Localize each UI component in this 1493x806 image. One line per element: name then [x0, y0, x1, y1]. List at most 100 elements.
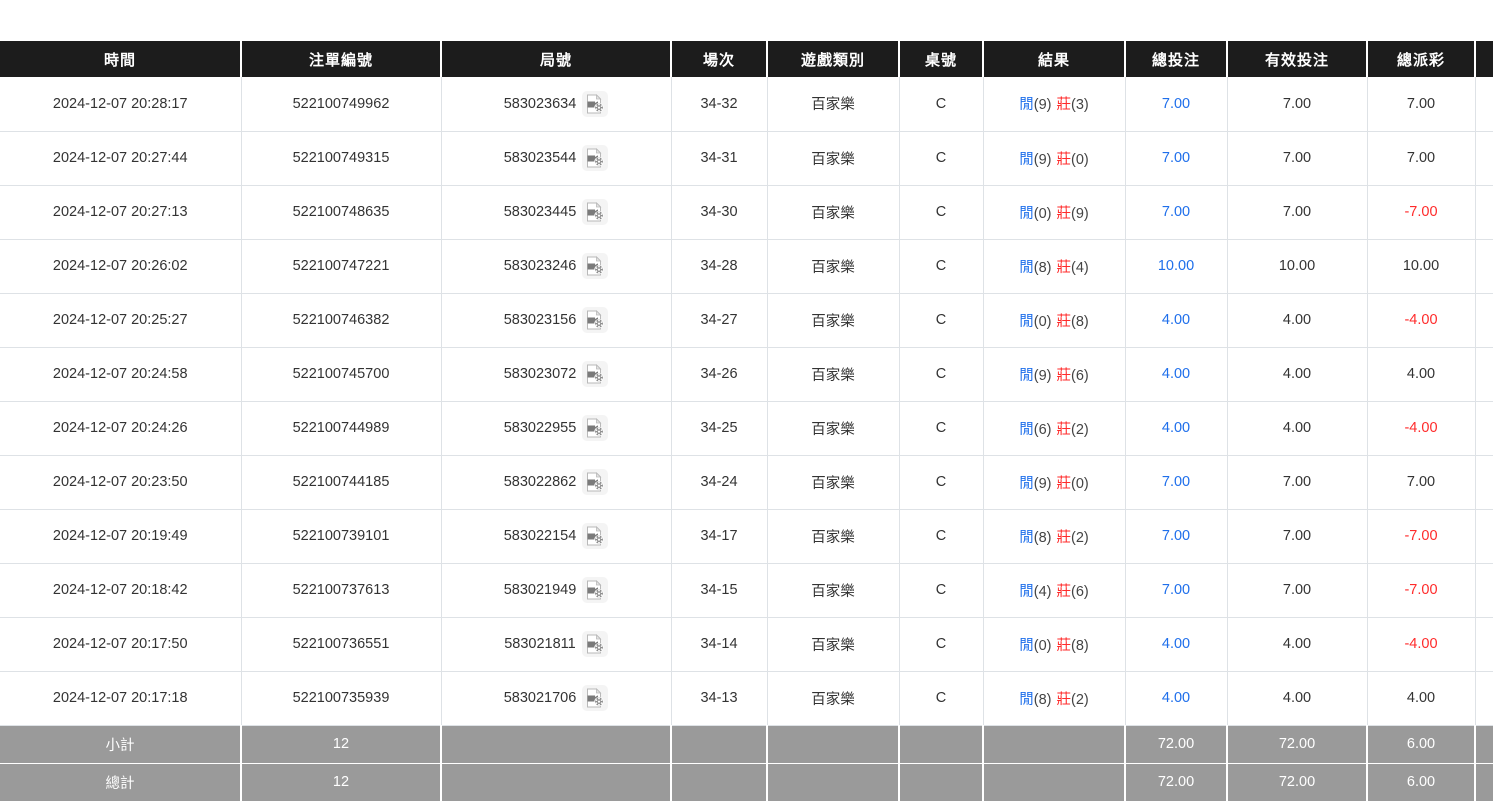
cell-result: 閒(9) 莊(0) — [983, 131, 1126, 186]
table-row[interactable]: 2024-12-07 20:19:49 522100739101 583022154… — [0, 509, 1493, 564]
column-header-betid[interactable]: 注單編號 — [241, 41, 442, 77]
cell-total-bet[interactable]: 4.00 — [1125, 671, 1228, 726]
result-banker-label: 莊 — [1056, 529, 1072, 546]
result-banker-label: 莊 — [1056, 313, 1072, 330]
cell-round: 583023072 — [441, 347, 672, 402]
column-header-round[interactable]: 局號 — [441, 41, 672, 77]
table-row[interactable]: 2024-12-07 20:27:44 522100749315 583023544… — [0, 131, 1493, 186]
table-row[interactable]: 2024-12-07 20:17:50 522100736551 583021811… — [0, 617, 1493, 672]
table-row[interactable]: 2024-12-07 20:24:58 522100745700 583023072… — [0, 347, 1493, 402]
cell-betid: 522100749962 — [241, 77, 442, 132]
video-replay-icon[interactable] — [582, 415, 609, 441]
table-row[interactable]: 2024-12-07 20:28:17 522100749962 583023634… — [0, 77, 1493, 132]
result-player-score: (6) — [1033, 421, 1052, 438]
video-replay-icon[interactable] — [582, 577, 609, 603]
round-number: 583022862 — [503, 474, 577, 490]
cell-table-no: C — [899, 239, 984, 294]
video-replay-icon[interactable] — [581, 631, 608, 657]
cell-time: 2024-12-07 20:28:17 — [0, 77, 242, 132]
summary-game — [767, 725, 900, 764]
column-header-total[interactable]: 總投注 — [1125, 41, 1228, 77]
video-replay-icon[interactable] — [582, 469, 609, 495]
table-row[interactable]: 2024-12-07 20:23:50 522100744185 583022862… — [0, 455, 1493, 510]
cell-spacer — [1475, 185, 1493, 240]
cell-game-type: 百家樂 — [767, 239, 900, 294]
cell-spacer — [1475, 131, 1493, 186]
table-row[interactable]: 2024-12-07 20:27:13 522100748635 583023445… — [0, 185, 1493, 240]
cell-betid: 522100744989 — [241, 401, 442, 456]
cell-payout: -4.00 — [1367, 617, 1476, 672]
cell-session: 34-28 — [671, 239, 768, 294]
cell-session: 34-27 — [671, 293, 768, 348]
column-header-table[interactable]: 桌號 — [899, 41, 984, 77]
cell-total-bet[interactable]: 7.00 — [1125, 77, 1228, 132]
cell-round: 583023445 — [441, 185, 672, 240]
cell-game-type: 百家樂 — [767, 347, 900, 402]
cell-result: 閒(9) 莊(6) — [983, 347, 1126, 402]
cell-total-bet[interactable]: 7.00 — [1125, 185, 1228, 240]
result-player-score: (4) — [1033, 583, 1052, 600]
cell-total-bet[interactable]: 4.00 — [1125, 293, 1228, 348]
result-player-score: (8) — [1033, 259, 1052, 276]
result-banker-label: 莊 — [1056, 583, 1072, 600]
cell-table-no: C — [899, 401, 984, 456]
cell-payout: 10.00 — [1367, 239, 1476, 294]
cell-table-no: C — [899, 77, 984, 132]
video-replay-icon[interactable] — [582, 361, 609, 387]
cell-total-bet[interactable]: 7.00 — [1125, 509, 1228, 564]
cell-betid: 522100744185 — [241, 455, 442, 510]
cell-total-bet[interactable]: 7.00 — [1125, 131, 1228, 186]
result-banker-score: (4) — [1071, 259, 1089, 276]
column-header-payout[interactable]: 總派彩 — [1367, 41, 1476, 77]
round-number: 583023544 — [503, 150, 577, 166]
cell-game-type: 百家樂 — [767, 563, 900, 618]
column-header-session[interactable]: 場次 — [671, 41, 768, 77]
video-replay-icon[interactable] — [582, 307, 609, 333]
video-replay-icon[interactable] — [582, 145, 609, 171]
cell-result: 閒(8) 莊(2) — [983, 671, 1126, 726]
summary-row: 小計 12 72.00 72.00 6.00 — [0, 725, 1493, 764]
cell-spacer — [1475, 401, 1493, 456]
round-number: 583023246 — [503, 258, 577, 274]
round-number: 583023634 — [503, 95, 577, 112]
result-banker-score: (3) — [1071, 97, 1089, 114]
summary-table-no — [899, 725, 984, 764]
result-player-label: 閒 — [1019, 259, 1034, 276]
cell-payout: -4.00 — [1367, 293, 1476, 348]
table-row[interactable]: 2024-12-07 20:24:26 522100744989 583022955… — [0, 401, 1493, 456]
video-replay-icon[interactable] — [582, 199, 609, 225]
summary-row: 總計 12 72.00 72.00 6.00 — [0, 763, 1493, 801]
video-replay-icon[interactable] — [582, 90, 609, 117]
cell-time: 2024-12-07 20:24:26 — [0, 401, 242, 456]
cell-total-bet[interactable]: 10.00 — [1125, 239, 1228, 294]
cell-game-type: 百家樂 — [767, 77, 900, 132]
cell-round: 583021949 — [441, 563, 672, 618]
summary-spacer — [1475, 763, 1493, 801]
cell-time: 2024-12-07 20:23:50 — [0, 455, 242, 510]
cell-total-bet[interactable]: 7.00 — [1125, 455, 1228, 510]
column-header-game[interactable]: 遊戲類別 — [767, 41, 900, 77]
result-player-score: (8) — [1033, 691, 1052, 708]
cell-time: 2024-12-07 20:17:18 — [0, 671, 242, 726]
column-header-valid[interactable]: 有效投注 — [1227, 41, 1368, 77]
summary-valid-bet: 72.00 — [1227, 725, 1368, 764]
cell-total-bet[interactable]: 7.00 — [1125, 563, 1228, 618]
video-replay-icon[interactable] — [582, 685, 609, 711]
video-replay-icon[interactable] — [582, 523, 609, 549]
result-player-label: 閒 — [1019, 637, 1034, 654]
result-player-label: 閒 — [1019, 97, 1034, 114]
cell-table-no: C — [899, 131, 984, 186]
cell-betid: 522100746382 — [241, 293, 442, 348]
cell-total-bet[interactable]: 4.00 — [1125, 347, 1228, 402]
video-replay-icon[interactable] — [582, 253, 609, 279]
cell-total-bet[interactable]: 4.00 — [1125, 401, 1228, 456]
column-header-time[interactable]: 時間 — [0, 41, 242, 77]
table-row[interactable]: 2024-12-07 20:17:18 522100735939 583021706… — [0, 671, 1493, 726]
table-row[interactable]: 2024-12-07 20:26:02 522100747221 583023246… — [0, 239, 1493, 294]
column-header-result[interactable]: 結果 — [983, 41, 1126, 77]
cell-total-bet[interactable]: 4.00 — [1125, 617, 1228, 672]
cell-table-no: C — [899, 347, 984, 402]
table-row[interactable]: 2024-12-07 20:18:42 522100737613 583021949… — [0, 563, 1493, 618]
table-row[interactable]: 2024-12-07 20:25:27 522100746382 583023156… — [0, 293, 1493, 348]
table-header-row: 時間 注單編號 局號 場次 遊戲類別 桌號 結果 總投注 有效投注 總派彩 — [0, 41, 1493, 77]
